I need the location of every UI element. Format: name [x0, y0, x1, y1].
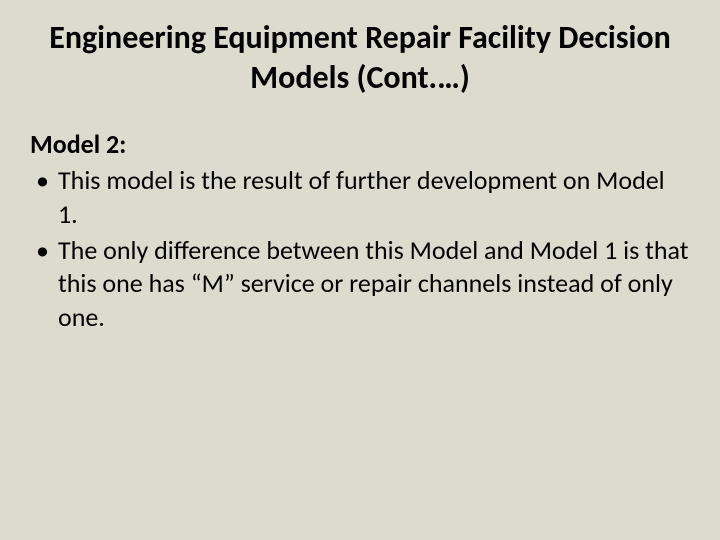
bullet-list: This model is the result of further deve…: [30, 164, 690, 335]
list-item: The only difference between this Model a…: [30, 234, 690, 335]
list-item: This model is the result of further deve…: [30, 164, 690, 232]
slide-subtitle: Model 2:: [30, 128, 690, 160]
slide-title: Engineering Equipment Repair Facility De…: [30, 18, 690, 98]
